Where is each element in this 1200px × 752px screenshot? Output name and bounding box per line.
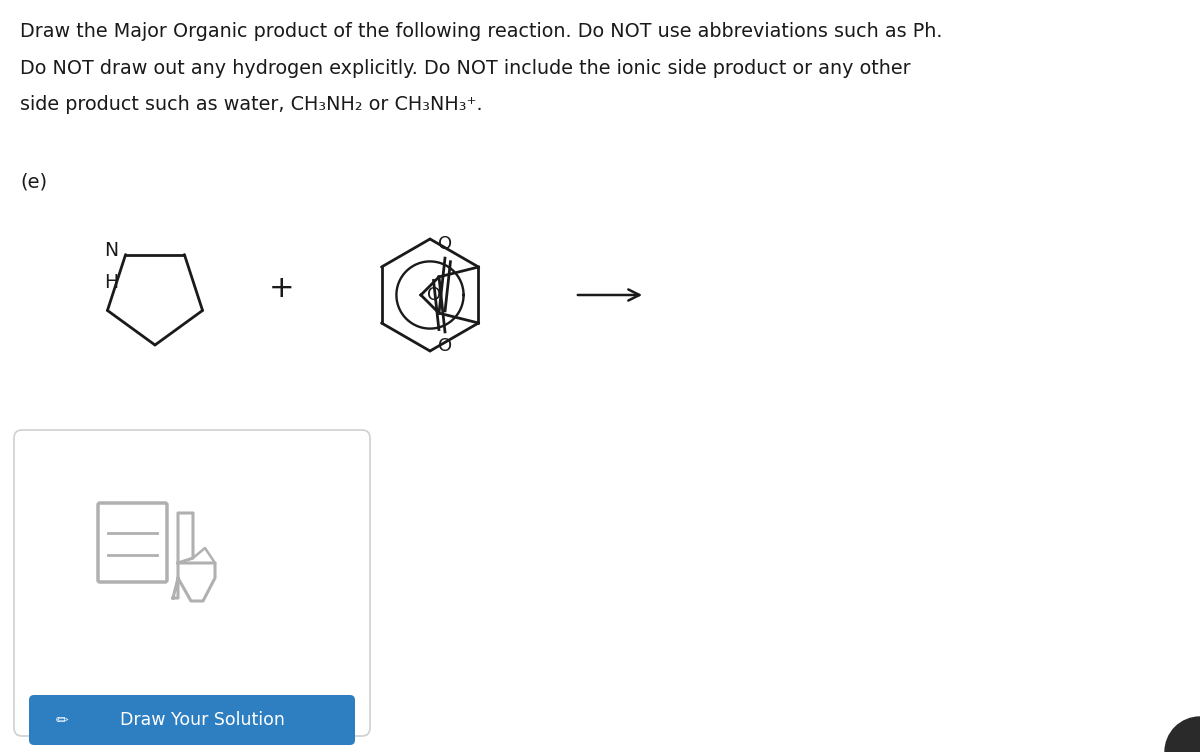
Circle shape bbox=[1165, 717, 1200, 752]
Text: O: O bbox=[438, 235, 452, 253]
Text: side product such as water, CH₃NH₂ or CH₃NH₃⁺.: side product such as water, CH₃NH₂ or CH… bbox=[20, 95, 482, 114]
Text: +: + bbox=[269, 274, 295, 302]
Text: ✏: ✏ bbox=[55, 712, 68, 727]
Text: N: N bbox=[104, 241, 119, 260]
Text: Do NOT draw out any hydrogen explicitly. Do NOT include the ionic side product o: Do NOT draw out any hydrogen explicitly.… bbox=[20, 59, 911, 77]
Text: Draw the Major Organic product of the following reaction. Do NOT use abbreviatio: Draw the Major Organic product of the fo… bbox=[20, 22, 942, 41]
Text: (e): (e) bbox=[20, 172, 47, 191]
FancyBboxPatch shape bbox=[14, 430, 370, 736]
Text: Draw Your Solution: Draw Your Solution bbox=[120, 711, 284, 729]
FancyBboxPatch shape bbox=[29, 695, 355, 745]
Text: O: O bbox=[427, 286, 440, 304]
Text: O: O bbox=[438, 337, 452, 355]
Text: H: H bbox=[104, 273, 119, 292]
